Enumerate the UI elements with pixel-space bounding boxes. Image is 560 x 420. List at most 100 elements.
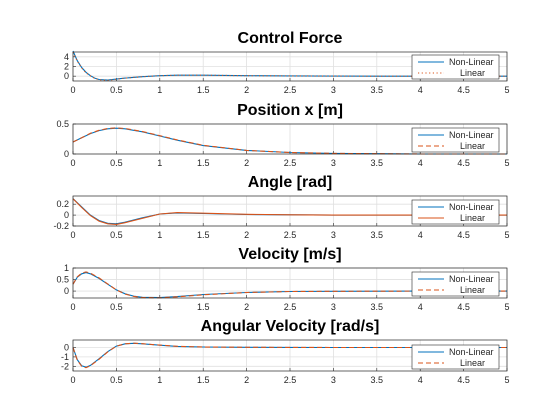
x-tick-label: 2	[244, 158, 249, 168]
series-linear-line	[72, 271, 507, 299]
legend-box	[411, 199, 500, 225]
y-tick-label: 0	[64, 71, 69, 81]
x-tick-label: 2	[244, 302, 249, 312]
y-tick-label: 0.2	[56, 199, 69, 209]
x-tick-label: 3.5	[371, 375, 384, 385]
x-tick-label: 0	[70, 302, 75, 312]
x-tick-label: 0	[70, 230, 75, 240]
legend-label: Linear	[460, 141, 485, 151]
x-tick-label: 0	[70, 85, 75, 95]
x-tick-label: 3	[331, 85, 336, 95]
x-tick-label: 3	[331, 375, 336, 385]
x-tick-label: 3	[331, 230, 336, 240]
x-tick-label: 5	[504, 158, 509, 168]
series-nonlinear-line	[72, 50, 507, 81]
x-tick-label: 2.5	[284, 85, 297, 95]
subplot-title: Angle [rad]	[248, 174, 332, 191]
x-tick-label: 4.5	[457, 158, 470, 168]
y-tick-label: 2	[64, 62, 69, 72]
x-tick-label: 1	[157, 158, 162, 168]
x-tick-label: 2	[244, 375, 249, 385]
x-tick-label: 3	[331, 302, 336, 312]
series-linear-line	[72, 198, 507, 225]
x-tick-label: 3.5	[371, 85, 384, 95]
x-tick-label: 0.5	[110, 375, 123, 385]
x-tick-label: 2	[244, 230, 249, 240]
x-tick-label: 2.5	[284, 375, 297, 385]
x-tick-label: 3	[331, 158, 336, 168]
y-tick-label: 0	[64, 210, 69, 220]
subplot-title: Angular Velocity [rad/s]	[201, 318, 380, 335]
y-tick-label: 4	[64, 52, 69, 62]
legend-box	[411, 344, 500, 370]
x-tick-label: 0.5	[110, 230, 123, 240]
legend-label: Non-Linear	[449, 202, 494, 212]
axes-box	[72, 339, 508, 372]
y-tick-label: 1	[64, 263, 69, 273]
legend-label: Linear	[460, 358, 485, 368]
x-tick-label: 5	[504, 230, 509, 240]
subplot-title: Control Force	[238, 30, 343, 47]
axes-box	[72, 267, 508, 299]
legend-label: Non-Linear	[449, 347, 494, 357]
x-tick-label: 1	[157, 85, 162, 95]
x-tick-label: 5	[504, 302, 509, 312]
x-tick-label: 1.5	[197, 158, 210, 168]
x-tick-label: 0.5	[110, 85, 123, 95]
x-tick-label: 0	[70, 375, 75, 385]
x-tick-label: 2.5	[284, 302, 297, 312]
y-tick-label: -0.2	[53, 221, 69, 231]
x-tick-label: 4.5	[457, 302, 470, 312]
y-tick-label: -1	[61, 352, 69, 362]
legend-label: Linear	[460, 285, 485, 295]
x-tick-label: 4.5	[457, 85, 470, 95]
x-tick-label: 3.5	[371, 158, 384, 168]
x-tick-label: 4	[418, 158, 423, 168]
legend-label: Non-Linear	[449, 130, 494, 140]
series-linear-line	[72, 127, 507, 155]
x-tick-label: 5	[504, 85, 509, 95]
y-tick-label: 0	[64, 343, 69, 353]
legend-box	[411, 127, 500, 153]
x-tick-label: 1.5	[197, 230, 210, 240]
x-tick-label: 3.5	[371, 230, 384, 240]
series-linear-line	[72, 342, 507, 369]
x-tick-label: 1.5	[197, 375, 210, 385]
y-tick-label: 0.5	[56, 119, 69, 129]
y-tick-label: -2	[61, 361, 69, 371]
x-tick-label: 0	[70, 158, 75, 168]
x-tick-label: 4	[418, 375, 423, 385]
legend-label: Non-Linear	[449, 274, 494, 284]
x-tick-label: 4	[418, 85, 423, 95]
x-tick-label: 2	[244, 85, 249, 95]
x-tick-label: 5	[504, 375, 509, 385]
x-tick-label: 2.5	[284, 158, 297, 168]
x-tick-label: 1	[157, 302, 162, 312]
x-tick-label: 2.5	[284, 230, 297, 240]
x-tick-label: 1	[157, 375, 162, 385]
subplot-title: Position x [m]	[237, 102, 343, 119]
y-tick-label: 0.5	[56, 275, 69, 285]
axes-box	[72, 51, 508, 82]
legend-box	[411, 271, 500, 297]
x-tick-label: 1.5	[197, 85, 210, 95]
legend-label: Linear	[460, 68, 485, 78]
x-tick-label: 4.5	[457, 375, 470, 385]
x-tick-label: 0.5	[110, 302, 123, 312]
subplot-title: Velocity [m/s]	[238, 246, 341, 263]
axes-box	[72, 123, 508, 155]
legend-label: Linear	[460, 213, 485, 223]
axes-box	[72, 195, 508, 227]
y-tick-label: 0	[64, 286, 69, 296]
x-tick-label: 1.5	[197, 302, 210, 312]
x-tick-label: 3.5	[371, 302, 384, 312]
x-tick-label: 4	[418, 230, 423, 240]
x-tick-label: 1	[157, 230, 162, 240]
legend-label: Non-Linear	[449, 57, 494, 67]
x-tick-label: 4.5	[457, 230, 470, 240]
y-tick-label: 0	[64, 149, 69, 159]
x-tick-label: 0.5	[110, 158, 123, 168]
legend-box	[411, 54, 500, 80]
x-tick-label: 4	[418, 302, 423, 312]
